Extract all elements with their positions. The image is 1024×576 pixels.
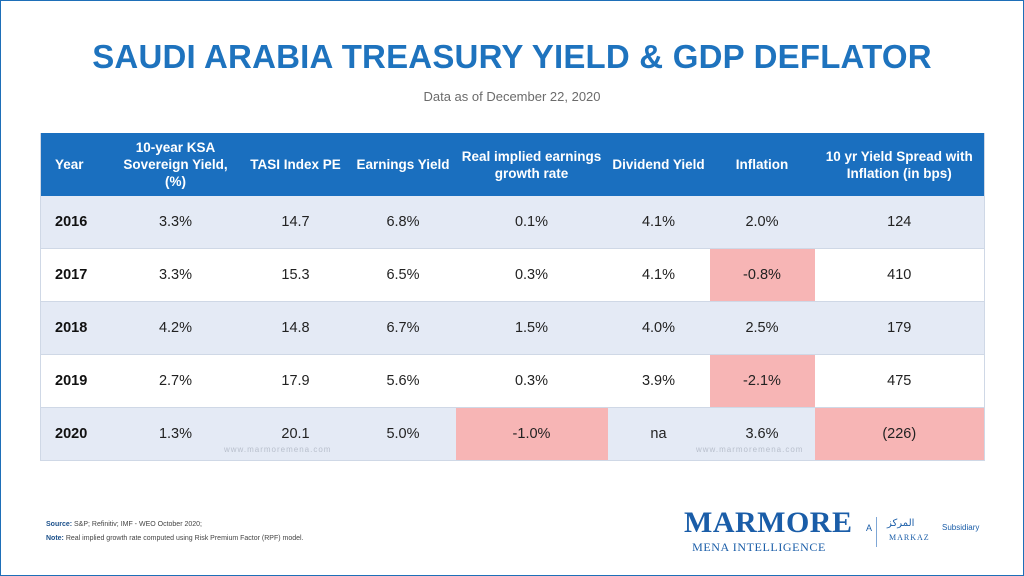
column-header-inflation: Inflation: [709, 133, 815, 196]
cell-year: 2020: [40, 407, 111, 461]
markaz-subsidiary-badge: A المركز MARKAZ Subsidiary: [866, 517, 994, 549]
cell-real-growth: 0.3%: [455, 354, 608, 408]
markaz-arabic: المركز: [887, 518, 915, 529]
page-title: SAUDI ARABIA TREASURY YIELD & GDP DEFLAT…: [92, 38, 932, 75]
cell-dividend-yield: na: [607, 407, 710, 461]
cell-year: 2018: [40, 301, 111, 355]
source-note: Source: S&P; Refinitiv; IMF - WEO Octobe…: [46, 518, 304, 532]
column-header-sovereign-yield: 10-year KSA Sovereign Yield, (%): [110, 133, 241, 196]
logo-tagline: MENA INTELLIGENCE: [692, 540, 826, 554]
cell-year: 2016: [40, 196, 111, 249]
cell-real-growth: 0.3%: [455, 248, 608, 302]
table-row: 2020 1.3% 20.1 5.0% -1.0% na 3.6% (226): [40, 407, 985, 461]
table-row: 2019 2.7% 17.9 5.6% 0.3% 3.9% -2.1% 475: [40, 354, 985, 408]
cell-tasi-pe: 20.1: [240, 407, 351, 461]
note-text: Real implied growth rate computed using …: [63, 535, 304, 542]
markaz-logo: المركز MARKAZ: [876, 517, 939, 547]
table-row: 2018 4.2% 14.8 6.7% 1.5% 4.0% 2.5% 179: [40, 301, 985, 355]
cell-inflation: 2.5%: [709, 301, 815, 355]
cell-tasi-pe: 14.7: [240, 196, 351, 249]
cell-year: 2017: [40, 248, 111, 302]
source-text: S&P; Refinitiv; IMF - WEO October 2020;: [72, 521, 202, 528]
column-header-year: Year: [40, 133, 111, 196]
column-header-dividend-yield: Dividend Yield: [607, 133, 710, 196]
cell-dividend-yield: 4.0%: [607, 301, 710, 355]
cell-yield-spread: 124: [814, 196, 985, 249]
cell-earnings-yield: 6.8%: [350, 196, 456, 249]
table-row: 2016 3.3% 14.7 6.8% 0.1% 4.1% 2.0% 124: [40, 196, 985, 249]
cell-dividend-yield: 4.1%: [607, 248, 710, 302]
cell-real-growth: 0.1%: [455, 196, 608, 249]
cell-real-growth-negative: -1.0%: [455, 407, 608, 461]
cell-yield-spread-negative: (226): [814, 407, 985, 461]
cell-year: 2019: [40, 354, 111, 408]
cell-inflation: 3.6%: [709, 407, 815, 461]
page-subtitle: Data as of December 22, 2020: [423, 89, 601, 104]
cell-real-growth: 1.5%: [455, 301, 608, 355]
footnotes: Source: S&P; Refinitiv; IMF - WEO Octobe…: [46, 518, 304, 546]
method-note: Note: Real implied growth rate computed …: [46, 532, 304, 546]
source-label: Source:: [46, 521, 73, 528]
markaz-english: MARKAZ: [889, 533, 930, 542]
cell-yield-spread: 475: [814, 354, 985, 408]
column-header-yield-spread: 10 yr Yield Spread with Inflation (in bp…: [814, 133, 985, 196]
column-header-earnings-yield: Earnings Yield: [350, 133, 456, 196]
cell-earnings-yield: 6.7%: [350, 301, 456, 355]
cell-inflation-negative: -2.1%: [709, 354, 815, 408]
table-row: 2017 3.3% 15.3 6.5% 0.3% 4.1% -0.8% 410: [40, 248, 985, 302]
cell-tasi-pe: 14.8: [240, 301, 351, 355]
cell-yield-spread: 179: [814, 301, 985, 355]
column-header-real-growth: Real implied earnings growth rate: [455, 133, 608, 196]
yield-table: Year 10-year KSA Sovereign Yield, (%) TA…: [40, 133, 985, 461]
cell-tasi-pe: 15.3: [240, 248, 351, 302]
cell-earnings-yield: 6.5%: [350, 248, 456, 302]
note-label: Note:: [46, 535, 64, 542]
cell-dividend-yield: 4.1%: [607, 196, 710, 249]
cell-sovereign-yield: 4.2%: [110, 301, 241, 355]
cell-tasi-pe: 17.9: [240, 354, 351, 408]
cell-yield-spread: 410: [814, 248, 985, 302]
cell-earnings-yield: 5.6%: [350, 354, 456, 408]
cell-earnings-yield: 5.0%: [350, 407, 456, 461]
watermark-text: www.marmoremena.com: [224, 445, 332, 454]
cell-sovereign-yield: 2.7%: [110, 354, 241, 408]
column-header-tasi-pe: TASI Index PE: [240, 133, 351, 196]
cell-inflation: 2.0%: [709, 196, 815, 249]
cell-sovereign-yield: 3.3%: [110, 248, 241, 302]
marmore-logo: MARMORE MENA INTELLIGENCE: [684, 508, 854, 556]
subsidiary-a: A: [866, 523, 873, 533]
cell-sovereign-yield: 1.3%: [110, 407, 241, 461]
subsidiary-label: Subsidiary: [942, 523, 980, 532]
cell-dividend-yield: 3.9%: [607, 354, 710, 408]
table-header-row: Year 10-year KSA Sovereign Yield, (%) TA…: [40, 133, 985, 196]
cell-sovereign-yield: 3.3%: [110, 196, 241, 249]
watermark-text: www.marmoremena.com: [696, 445, 804, 454]
cell-inflation-negative: -0.8%: [709, 248, 815, 302]
logo-wordmark: MARMORE: [684, 506, 853, 539]
